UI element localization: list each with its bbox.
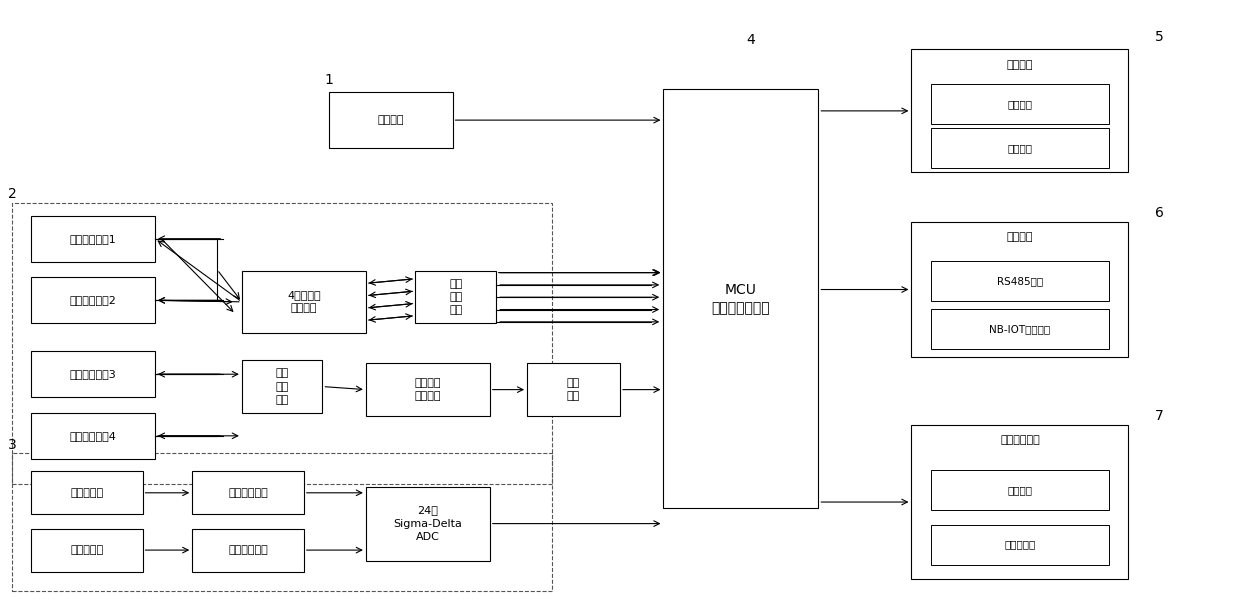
Text: 压力传感器: 压力传感器 <box>71 545 103 555</box>
Bar <box>31 216 155 262</box>
Text: 第二
模拟
开关: 第二 模拟 开关 <box>275 368 289 405</box>
Bar <box>31 351 155 397</box>
Bar <box>192 471 304 514</box>
Text: 温度传感器: 温度传感器 <box>71 488 103 498</box>
Bar <box>31 277 155 323</box>
Bar <box>527 363 620 416</box>
Bar <box>911 425 1128 579</box>
Text: 脉冲输出: 脉冲输出 <box>1007 485 1033 495</box>
Text: 4路超声波
驱动电路: 4路超声波 驱动电路 <box>286 290 321 314</box>
Text: 按键设置: 按键设置 <box>1007 99 1033 109</box>
Bar <box>663 89 818 508</box>
Bar <box>366 487 490 561</box>
Bar <box>931 470 1109 510</box>
Text: RS485通信: RS485通信 <box>997 276 1043 286</box>
Bar <box>931 309 1109 349</box>
Bar <box>242 271 366 333</box>
Text: 24位
Sigma-Delta
ADC: 24位 Sigma-Delta ADC <box>393 505 463 542</box>
Bar <box>415 271 496 323</box>
Text: 超声波换能器1: 超声波换能器1 <box>69 233 117 244</box>
Text: 5: 5 <box>1154 30 1164 44</box>
Text: 超声波换能器2: 超声波换能器2 <box>69 295 117 306</box>
Text: MCU
（控制和算法）: MCU （控制和算法） <box>712 283 770 315</box>
Text: 恒流源输出: 恒流源输出 <box>1004 540 1035 549</box>
Bar <box>12 203 552 484</box>
Bar <box>931 525 1109 565</box>
Text: 第一
模拟
开关: 第一 模拟 开关 <box>449 279 463 315</box>
Bar <box>192 529 304 572</box>
Text: 6: 6 <box>1154 206 1164 219</box>
Bar <box>931 128 1109 168</box>
Bar <box>242 360 322 413</box>
Text: 电源管理: 电源管理 <box>377 115 404 125</box>
Text: 超声波换能器4: 超声波换能器4 <box>69 431 117 441</box>
Bar <box>931 84 1109 124</box>
Bar <box>31 529 143 572</box>
Bar <box>911 49 1128 172</box>
Text: 7: 7 <box>1154 409 1164 423</box>
Text: 超声波换能器3: 超声波换能器3 <box>69 369 117 379</box>
Text: 流量输出功能: 流量输出功能 <box>999 436 1040 445</box>
Bar <box>31 413 155 459</box>
Text: 菜单功能: 菜单功能 <box>1007 60 1033 70</box>
Text: 2: 2 <box>7 187 17 201</box>
Bar <box>366 363 490 416</box>
Text: NB-IOT无线通信: NB-IOT无线通信 <box>990 324 1050 334</box>
Text: 4: 4 <box>745 33 755 47</box>
Text: 通信功能: 通信功能 <box>1007 232 1033 242</box>
Text: 极性
调整: 极性 调整 <box>567 378 580 401</box>
Text: 液晶显示: 液晶显示 <box>1007 144 1033 153</box>
Bar <box>329 92 453 148</box>
Text: 3: 3 <box>7 438 17 452</box>
Text: 压力放大电路: 压力放大电路 <box>228 545 268 555</box>
Bar <box>12 453 552 591</box>
Text: 自动增益
控制电路: 自动增益 控制电路 <box>414 378 441 401</box>
Text: 温度放大电路: 温度放大电路 <box>228 488 268 498</box>
Bar <box>31 471 143 514</box>
Bar <box>931 261 1109 301</box>
Bar <box>911 222 1128 357</box>
Text: 1: 1 <box>324 73 334 87</box>
